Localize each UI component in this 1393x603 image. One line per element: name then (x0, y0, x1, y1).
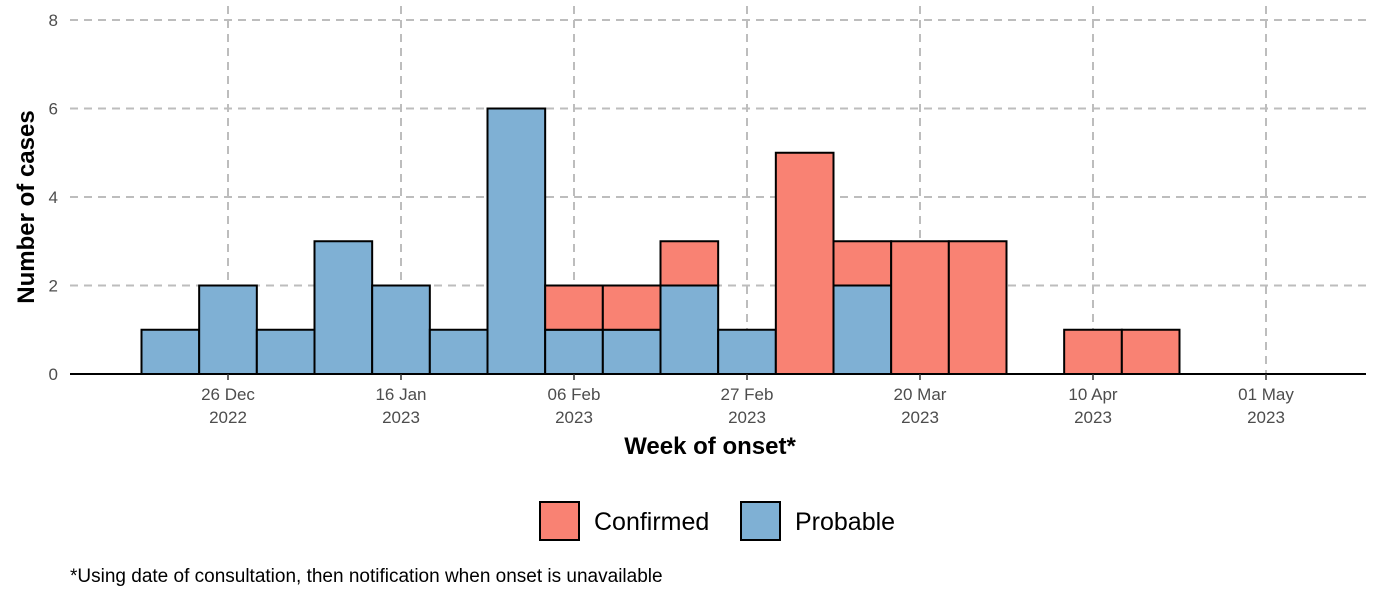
bar-probable (486, 107, 547, 375)
x-tick-label: 27 Feb (721, 385, 774, 404)
bar-probable (544, 328, 604, 375)
bar-probable (371, 284, 431, 375)
bar-confirmed (659, 240, 720, 287)
y-tick-label: 8 (49, 11, 58, 30)
x-tick-label: 16 Jan (375, 385, 426, 404)
bar-probable (140, 328, 201, 375)
y-tick-label: 6 (49, 100, 58, 119)
bar-probable (313, 240, 374, 375)
bar-probable (832, 284, 893, 375)
x-tick-label: 26 Dec (201, 385, 255, 404)
x-tick-label-year: 2023 (1247, 408, 1285, 427)
x-axis-title: Week of onset* (624, 433, 796, 460)
x-tick-label-year: 2023 (728, 408, 766, 427)
legend-swatch-confirmed (539, 501, 580, 541)
bar-confirmed (1120, 328, 1181, 375)
x-tick-label-year: 2023 (555, 408, 593, 427)
y-tick-label: 4 (49, 188, 58, 207)
bars (140, 107, 1181, 375)
bar-confirmed (832, 240, 893, 287)
x-tick-label-year: 2023 (1074, 408, 1112, 427)
x-tick-label: 20 Mar (894, 385, 947, 404)
x-tick-labels: 26 Dec 2022 16 Jan 2023 06 Feb 2023 27 Feb 2023… (201, 374, 1294, 427)
footnote: *Using date of consultation, then notifi… (70, 566, 663, 587)
y-tick-labels: 0 2 4 6 8 (49, 11, 58, 384)
bar-probable (659, 284, 720, 375)
legend-label-confirmed: Confirmed (594, 508, 709, 536)
legend-swatch-probable (740, 501, 781, 541)
bar-confirmed (947, 240, 1008, 375)
x-tick-label: 10 Apr (1068, 385, 1117, 404)
y-axis-title: Number of cases (13, 110, 40, 303)
bar-probable (198, 284, 258, 375)
legend: Confirmed Probable (539, 501, 895, 541)
y-tick-label: 2 (49, 277, 58, 296)
x-tick-label: 01 May (1238, 385, 1294, 404)
bar-probable (255, 328, 316, 375)
x-tick-label: 06 Feb (548, 385, 601, 404)
bar-confirmed (890, 240, 950, 375)
bar-probable (601, 328, 662, 375)
bar-confirmed (601, 284, 662, 331)
bar-probable (717, 328, 777, 375)
legend-label-probable: Probable (795, 508, 895, 536)
bar-confirmed (1063, 328, 1123, 375)
bar-confirmed (544, 284, 604, 331)
bar-confirmed (774, 151, 835, 375)
x-tick-label-year: 2022 (209, 408, 247, 427)
bar-probable (428, 328, 489, 375)
y-tick-label: 0 (49, 365, 58, 384)
x-tick-label-year: 2023 (901, 408, 939, 427)
x-tick-label-year: 2023 (382, 408, 420, 427)
